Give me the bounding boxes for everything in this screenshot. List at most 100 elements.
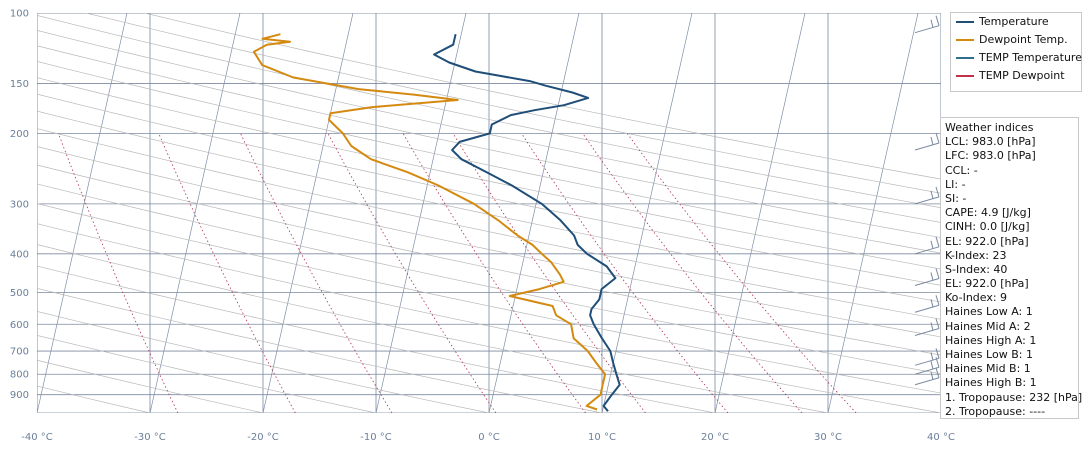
index-row: Ko-Index: 9 bbox=[945, 291, 1008, 305]
legend-label: Dewpoint Temp. bbox=[979, 33, 1068, 46]
index-row: LI: - bbox=[945, 177, 966, 191]
series-layer bbox=[252, 33, 621, 412]
grid-layer bbox=[37, 13, 941, 413]
mixing-ratio-line bbox=[452, 133, 646, 413]
wind-barb-icon bbox=[914, 348, 940, 366]
index-row: LFC: 983.0 [hPa] bbox=[945, 149, 1036, 163]
wind-barb-icon bbox=[914, 15, 940, 34]
mixing-ratio-line bbox=[626, 133, 857, 413]
x-tick-label: 10 °C bbox=[588, 432, 616, 443]
x-tick-label: -30 °C bbox=[134, 432, 166, 443]
dry-adiabat bbox=[37, 45, 941, 239]
y-tick-label: 800 bbox=[10, 370, 29, 381]
mixing-ratio-line bbox=[521, 133, 729, 413]
dry-adiabat bbox=[37, 77, 941, 270]
index-row: 2. Tropopause: ---- bbox=[945, 404, 1046, 418]
isotherm-line bbox=[375, 13, 467, 413]
mixing-ratio-line bbox=[58, 133, 179, 413]
y-tick-label: 300 bbox=[10, 199, 29, 210]
wind-barb-icon bbox=[914, 295, 940, 313]
legend-label: TEMP Dewpoint bbox=[979, 69, 1065, 82]
isotherm-line bbox=[601, 13, 693, 413]
mixing-ratio-line bbox=[402, 133, 586, 413]
wind-barb-icon bbox=[914, 357, 940, 375]
wind-barb-icon bbox=[914, 367, 940, 386]
x-tick-label: -40 °C bbox=[21, 432, 53, 443]
dry-adiabat bbox=[37, 287, 603, 413]
series-line bbox=[433, 33, 621, 412]
index-row: K-Index: 23 bbox=[945, 248, 1007, 262]
dry-adiabat bbox=[37, 334, 377, 413]
series-line bbox=[252, 33, 607, 411]
isotherm-line bbox=[262, 13, 354, 413]
index-row: EL: 922.0 [hPa] bbox=[945, 277, 1029, 291]
wind-barb-icon bbox=[914, 186, 940, 205]
index-row: Haines Low B: 1 bbox=[945, 348, 1033, 361]
mixing-ratio-line bbox=[327, 133, 497, 413]
y-tick-label: 200 bbox=[10, 129, 29, 140]
wind-barb-icon bbox=[914, 318, 940, 336]
dry-adiabat bbox=[37, 164, 941, 356]
weather-indices-panel: Weather indices LCL: 983.0 [hPa] LFC: 98… bbox=[940, 117, 1083, 419]
index-row: Haines Mid B: 1 bbox=[945, 362, 1031, 376]
isotherm-line bbox=[714, 13, 806, 413]
index-row: S-Index: 40 bbox=[945, 262, 1008, 276]
legend-item-temp-temperature: TEMP Temperature bbox=[951, 49, 1082, 67]
wind-barb-icon bbox=[914, 268, 940, 286]
index-row: CINH: 0.0 [J/kg] bbox=[945, 220, 1030, 234]
legend-item-dewpoint: Dewpoint Temp. bbox=[951, 31, 1081, 49]
dry-adiabat bbox=[144, 13, 941, 180]
index-row: Haines Mid A: 2 bbox=[945, 319, 1031, 333]
y-tick-label: 700 bbox=[10, 347, 29, 358]
legend-swatch bbox=[956, 75, 974, 77]
wind-barb-icon bbox=[914, 132, 940, 151]
legend-label: Temperature bbox=[979, 15, 1049, 28]
x-tick-label: 20 °C bbox=[701, 432, 729, 443]
dry-adiabat bbox=[86, 13, 941, 194]
index-row: EL: 922.0 [hPa] bbox=[945, 234, 1029, 248]
dry-adiabat bbox=[37, 223, 941, 413]
index-row: CCL: - bbox=[945, 163, 978, 177]
dry-adiabat bbox=[37, 93, 941, 286]
wind-barb-icon bbox=[914, 236, 940, 255]
index-row: Haines Low A: 1 bbox=[945, 305, 1033, 319]
y-tick-label: 100 bbox=[10, 9, 29, 20]
dry-adiabat bbox=[37, 146, 941, 338]
x-tick-label: 0 °C bbox=[478, 432, 500, 443]
y-tick-label: 150 bbox=[10, 79, 29, 90]
x-tick-label: -10 °C bbox=[360, 432, 392, 443]
y-tick-label: 900 bbox=[10, 390, 29, 401]
legend-item-temperature: Temperature bbox=[951, 13, 1081, 31]
index-row: LCL: 983.0 [hPa] bbox=[945, 135, 1036, 149]
x-tick-label: 30 °C bbox=[814, 432, 842, 443]
dry-adiabat bbox=[37, 61, 941, 254]
indices-title: Weather indices bbox=[945, 121, 1034, 134]
index-row: 1. Tropopause: 232 [hPa] bbox=[945, 390, 1083, 404]
dry-adiabat bbox=[37, 183, 941, 375]
mixing-ratio-line bbox=[158, 133, 296, 413]
isotherm-line bbox=[827, 13, 919, 413]
isotherm-line bbox=[37, 13, 128, 413]
dry-adiabat bbox=[37, 244, 829, 413]
x-tick-label: -20 °C bbox=[247, 432, 279, 443]
legend-item-temp-dewpoint: TEMP Dewpoint bbox=[951, 67, 1081, 85]
wind-barbs bbox=[914, 15, 940, 386]
axes: 100 150 200 300 400 500 600 700 800 900 -40 °C -30 … bbox=[10, 9, 955, 444]
dry-adiabat bbox=[37, 128, 941, 320]
dry-adiabat bbox=[37, 110, 941, 303]
index-row: Haines High B: 1 bbox=[945, 376, 1037, 390]
dry-adiabat bbox=[37, 265, 716, 413]
legend-swatch bbox=[956, 57, 974, 59]
y-tick-label: 500 bbox=[10, 288, 29, 299]
index-row: SI: - bbox=[945, 191, 967, 205]
isotherm-line bbox=[149, 13, 241, 413]
legend: Temperature Dewpoint Temp. TEMP Temperat… bbox=[950, 12, 1082, 92]
index-row: CAPE: 4.9 [J/kg] bbox=[945, 206, 1031, 220]
legend-swatch bbox=[956, 39, 974, 41]
legend-swatch bbox=[956, 21, 974, 23]
mixing-ratio-line bbox=[240, 133, 393, 413]
dry-adiabat bbox=[37, 29, 941, 223]
legend-label: TEMP Temperature bbox=[979, 51, 1082, 64]
y-tick-label: 400 bbox=[10, 249, 29, 260]
